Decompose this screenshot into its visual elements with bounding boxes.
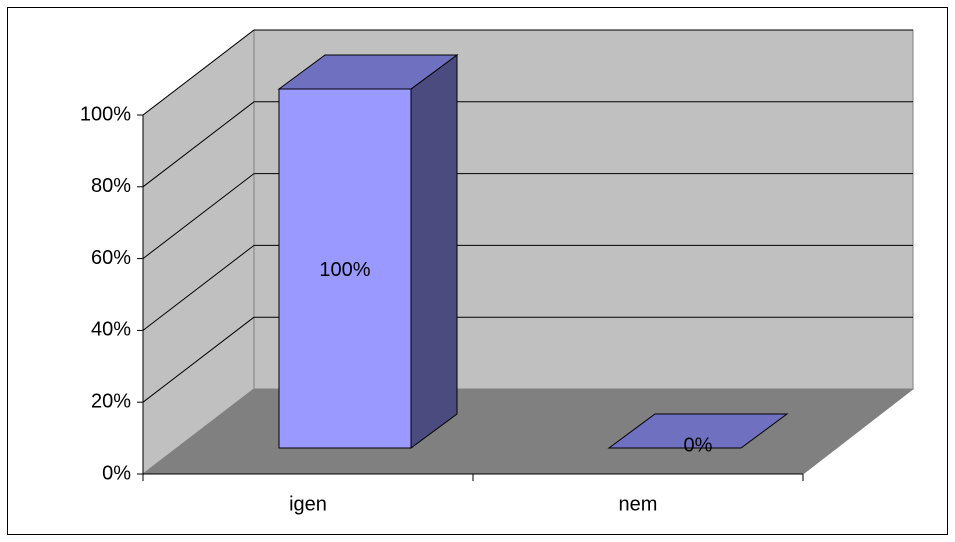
gridline-side-4 [142,101,255,188]
y-tick-label-1: 20% [91,390,131,412]
axes [137,114,804,481]
gridline-side-1 [142,316,255,403]
chart-walls [141,28,915,476]
x-axis-tick-labels: igen nem [289,493,657,515]
data-label-igen: 100% [319,259,370,281]
bars [277,54,789,449]
x-category-label-igen: igen [289,493,327,515]
gridline-side-2 [142,245,255,331]
bar-nem [607,413,789,449]
bar-side-0 [410,54,458,449]
bar-top-1 [607,413,789,449]
y-axis-tick-labels: 0% 20% 40% 60% 80% 100% [80,103,131,484]
floor [141,388,915,475]
y-tick-label-4: 80% [91,175,131,197]
y-tick-label-0: 0% [102,462,131,484]
bar-igen [277,54,459,449]
data-labels: 100% 0% [319,259,712,457]
gridline-side-5 [142,29,255,116]
y-tick-label-2: 40% [91,319,131,341]
y-tick-label-5: 100% [80,103,131,125]
gridline-side-3 [142,173,255,259]
data-label-nem: 0% [684,434,713,456]
bar-top-0 [277,54,459,90]
y-tick-label-3: 60% [91,247,131,269]
x-category-label-nem: nem [619,493,658,515]
